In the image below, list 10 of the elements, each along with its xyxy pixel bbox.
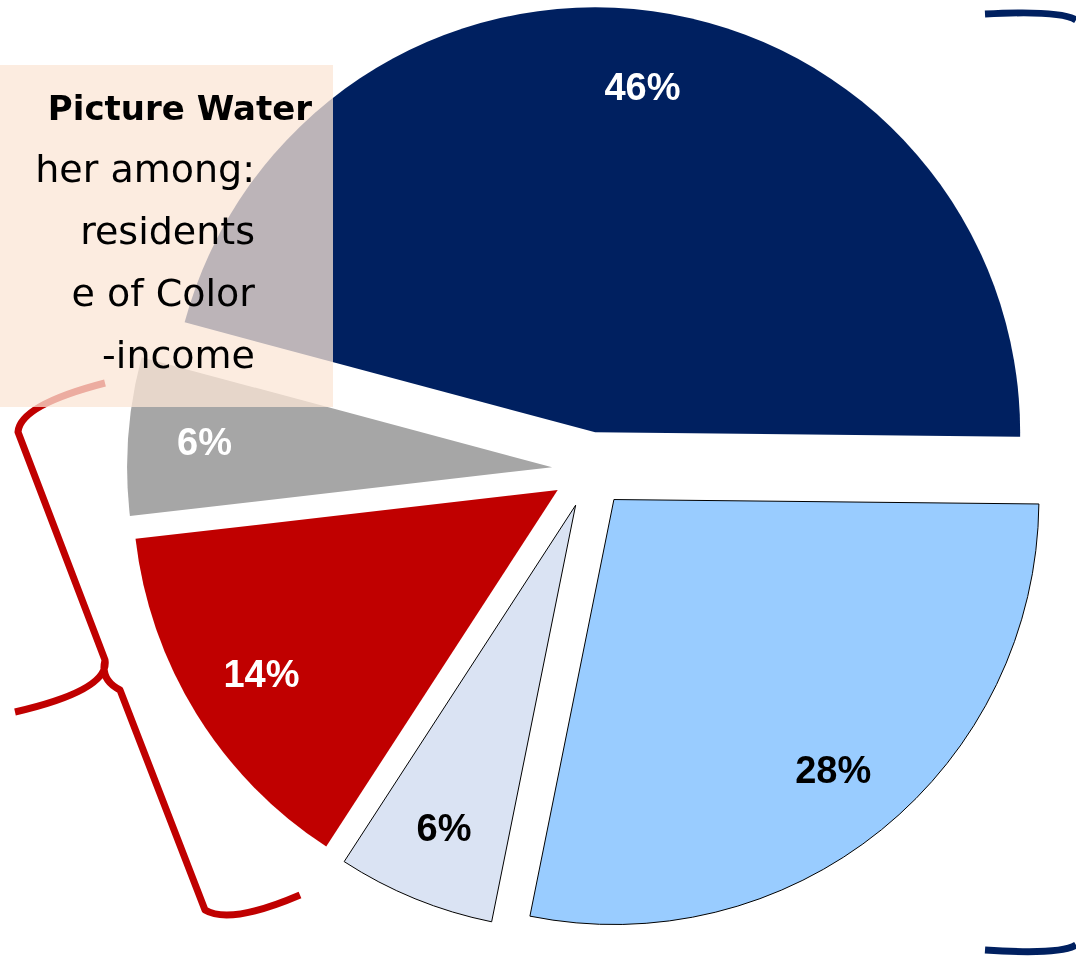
text: -income [102,333,255,377]
text: her among: [35,147,255,191]
data-label: 6% [177,420,232,463]
data-label: 46% [604,66,681,109]
data-label: 28% [795,749,872,792]
text: residents [80,209,255,253]
data-label: 14% [223,652,300,695]
data-label: 6% [416,806,472,849]
text: Picture Water [47,88,313,128]
text: e of Color [71,271,256,315]
